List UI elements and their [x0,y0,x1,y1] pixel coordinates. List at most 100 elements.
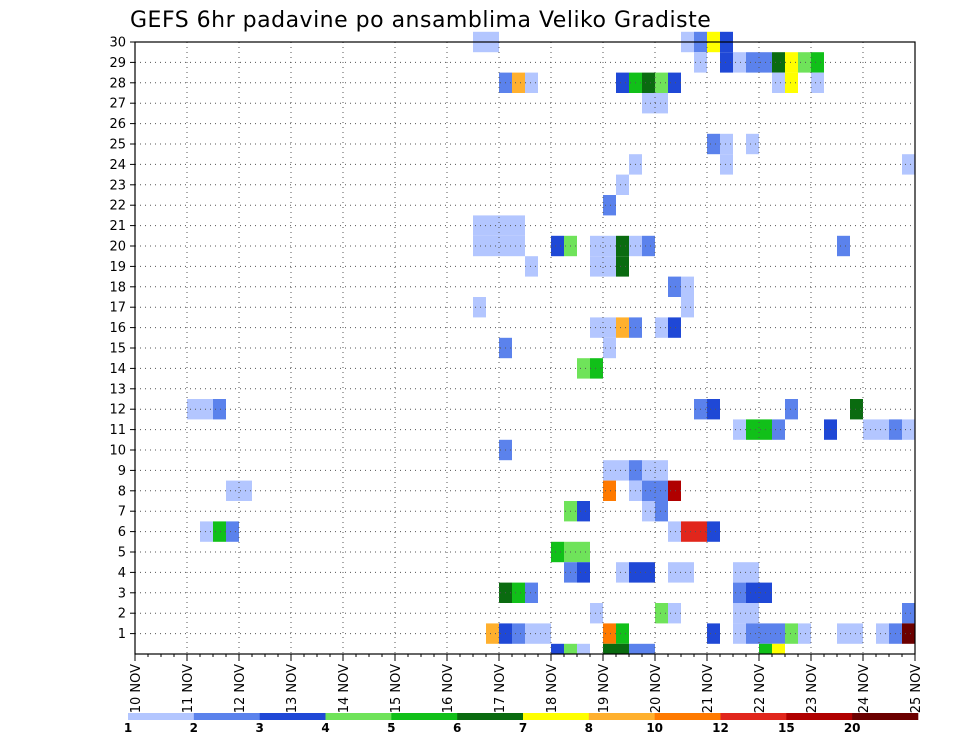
legend-label: 6 [453,721,461,735]
legend-swatch [852,713,919,720]
x-axis: 10 NOV 11 NOV 12 NOV 13 NOV 14 NOV 15 NOV 16 N… [129,654,924,713]
heatmap-cell [564,643,577,654]
x-tick-label: 21 NOV [701,664,716,713]
legend-label: 4 [321,721,329,735]
x-tick-label: 23 NOV [805,664,820,713]
heatmap-cell [733,603,746,624]
legend-swatch [654,713,721,720]
heatmap-cell [720,52,733,73]
heatmap-cell [603,623,616,644]
legend-label: 8 [585,721,593,735]
heatmap-cell [616,317,629,338]
heatmap-cell [798,52,811,73]
heatmap-cell [681,276,694,297]
heatmap-cell [616,235,629,257]
heatmap-cell [525,582,538,603]
heatmap-cell [655,72,668,93]
heatmap-cell [473,215,486,236]
heatmap-cell [733,623,746,644]
heatmap-cell [772,623,785,644]
y-tick-label: 3 [118,586,126,601]
heatmap-cell [902,154,915,175]
legend-swatch [523,713,590,720]
y-tick-label: 24 [109,158,126,173]
x-tick-label: 24 NOV [857,664,872,713]
heatmap-cell [759,643,772,654]
y-tick-label: 18 [109,280,126,295]
x-tick-label: 22 NOV [753,664,768,713]
legend-swatch [457,713,524,720]
grid-lines [135,41,915,654]
heatmap-cell [668,521,681,542]
heatmap-cell [603,235,616,257]
y-tick-label: 4 [118,566,126,581]
heatmap-cell [200,521,213,542]
heatmap-cell [655,501,668,522]
heatmap-cell [720,154,733,175]
legend-label: 7 [519,721,527,735]
heatmap-cell [707,399,720,420]
heatmap-cell [616,460,629,481]
heatmap-cell [486,235,499,257]
heatmap-cell [707,521,720,542]
legend-label: 12 [712,721,729,735]
heatmap-cell [629,643,642,654]
heatmap-cell [577,358,590,379]
legend-swatch [786,713,853,720]
y-tick-label: 15 [109,342,126,357]
y-tick-label: 20 [109,240,126,255]
x-tick-label: 10 NOV [129,664,144,713]
heatmap-cell [551,235,564,257]
heatmap-cell [733,562,746,583]
heatmap-cell [616,256,629,277]
y-tick-label: 28 [109,76,126,91]
legend-swatch [391,713,458,720]
x-tick-label: 14 NOV [337,664,352,713]
heatmap-cell [486,215,499,236]
heatmap-cell [668,603,681,624]
legend-swatch [128,713,195,720]
legend-swatch [720,713,787,720]
heatmap-cell [837,623,850,644]
heatmap-cell [616,174,629,195]
heatmap-cell [655,93,668,114]
heatmap-cell [603,643,616,654]
y-tick-label: 1 [118,627,126,642]
heatmap-cell [668,562,681,583]
heatmap-cell [512,582,525,603]
legend-label: 10 [646,721,663,735]
heatmap-cell [590,603,603,624]
y-tick-label: 9 [118,464,126,479]
y-tick-label: 23 [109,178,126,193]
x-tick-label: 19 NOV [597,664,612,713]
heatmap-cell [590,358,603,379]
heatmap-cell [603,317,616,338]
heatmap-cell [616,623,629,644]
heatmap-cell [668,72,681,93]
heatmap-cell [837,235,850,257]
heatmap-cell [512,72,525,93]
heatmap-cell [681,562,694,583]
heatmap-cell [746,52,759,73]
chart-title: GEFS 6hr padavine po ansamblima Veliko G… [130,8,711,33]
heatmap-cell [590,256,603,277]
y-tick-label: 26 [109,117,126,132]
heatmap-cell [681,297,694,318]
heatmap-cell [746,603,759,624]
legend-swatch [259,713,326,720]
heatmap-cell [902,623,915,644]
heatmap-cell [512,623,525,644]
heatmap-cell [772,52,785,73]
y-tick-label: 30 [109,36,126,51]
x-tick-label: 15 NOV [389,664,404,713]
heatmap-cell [642,501,655,522]
x-tick-label: 13 NOV [285,664,300,713]
y-tick-label: 13 [109,382,126,397]
x-tick-label: 11 NOV [181,664,196,713]
heatmap-cell [616,643,629,654]
y-tick-label: 12 [109,403,126,418]
heatmap-cell [213,521,226,542]
heatmap-cell [772,419,785,440]
heatmap-cell [707,623,720,644]
